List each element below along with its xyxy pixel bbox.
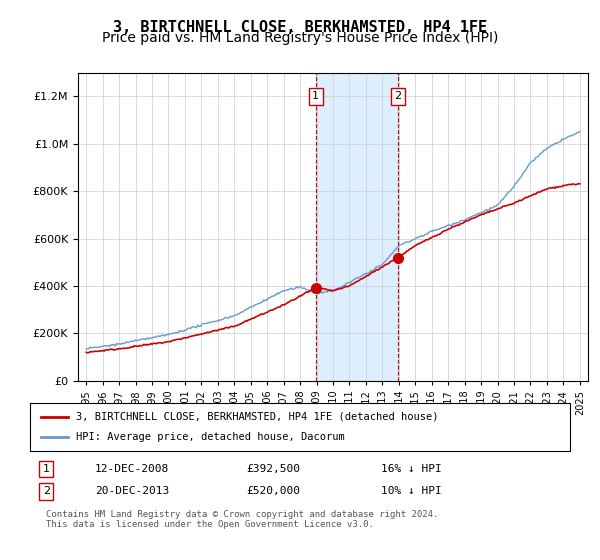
Bar	[316, 73, 398, 381]
Text: £392,500: £392,500	[246, 464, 300, 474]
Text: 1: 1	[43, 464, 50, 474]
Text: 12-DEC-2008: 12-DEC-2008	[95, 464, 169, 474]
Text: 20-DEC-2013: 20-DEC-2013	[95, 487, 169, 496]
Text: 10% ↓ HPI: 10% ↓ HPI	[381, 487, 442, 496]
Text: £520,000: £520,000	[246, 487, 300, 496]
Text: Price paid vs. HM Land Registry's House Price Index (HPI): Price paid vs. HM Land Registry's House …	[102, 31, 498, 45]
Text: 3, BIRTCHNELL CLOSE, BERKHAMSTED, HP4 1FE: 3, BIRTCHNELL CLOSE, BERKHAMSTED, HP4 1F…	[113, 20, 487, 35]
Text: 2: 2	[394, 91, 401, 101]
Text: 3, BIRTCHNELL CLOSE, BERKHAMSTED, HP4 1FE (detached house): 3, BIRTCHNELL CLOSE, BERKHAMSTED, HP4 1F…	[76, 412, 439, 422]
Text: 2: 2	[43, 487, 50, 496]
Text: HPI: Average price, detached house, Dacorum: HPI: Average price, detached house, Daco…	[76, 432, 344, 442]
Text: 16% ↓ HPI: 16% ↓ HPI	[381, 464, 442, 474]
Text: Contains HM Land Registry data © Crown copyright and database right 2024.
This d: Contains HM Land Registry data © Crown c…	[46, 510, 439, 529]
FancyBboxPatch shape	[30, 403, 570, 451]
Text: 1: 1	[312, 91, 319, 101]
